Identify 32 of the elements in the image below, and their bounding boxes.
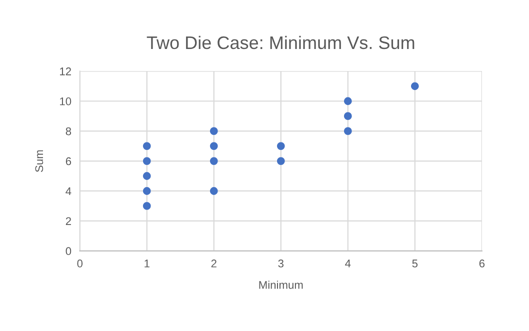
x-tick-label: 2 (211, 260, 216, 268)
point (210, 157, 218, 165)
x-tick-label: 0 (77, 260, 83, 268)
point (142, 202, 151, 210)
point (410, 82, 419, 90)
point (210, 127, 218, 136)
y-tick-label: 12 (60, 67, 71, 76)
y-tick-label: 10 (60, 97, 72, 106)
x-tick-label: 4 (345, 260, 351, 268)
x-tick-label: 3 (278, 260, 284, 268)
y-axis-title: Sum (35, 150, 44, 172)
point (142, 187, 151, 195)
point (276, 157, 285, 165)
x-tick-label: 1 (144, 260, 150, 268)
y-tick-label: 2 (66, 217, 71, 225)
y-tick-label: 8 (66, 127, 72, 136)
x-tick-label: 6 (479, 260, 485, 268)
x-tick-label: 5 (412, 260, 418, 268)
point (344, 127, 352, 136)
point (344, 97, 352, 106)
chart-title: Two Die Case: Minimum Vs. Sum (146, 36, 414, 50)
point (210, 142, 218, 150)
y-tick-label: 0 (66, 247, 72, 256)
point (142, 142, 151, 150)
point (142, 172, 151, 180)
y-tick-label: 6 (66, 157, 72, 166)
point (142, 157, 151, 165)
x-axis-title: Minimum (259, 280, 303, 289)
point (344, 112, 352, 120)
point (276, 142, 285, 150)
point (210, 187, 218, 195)
y-tick-label: 4 (66, 187, 72, 196)
